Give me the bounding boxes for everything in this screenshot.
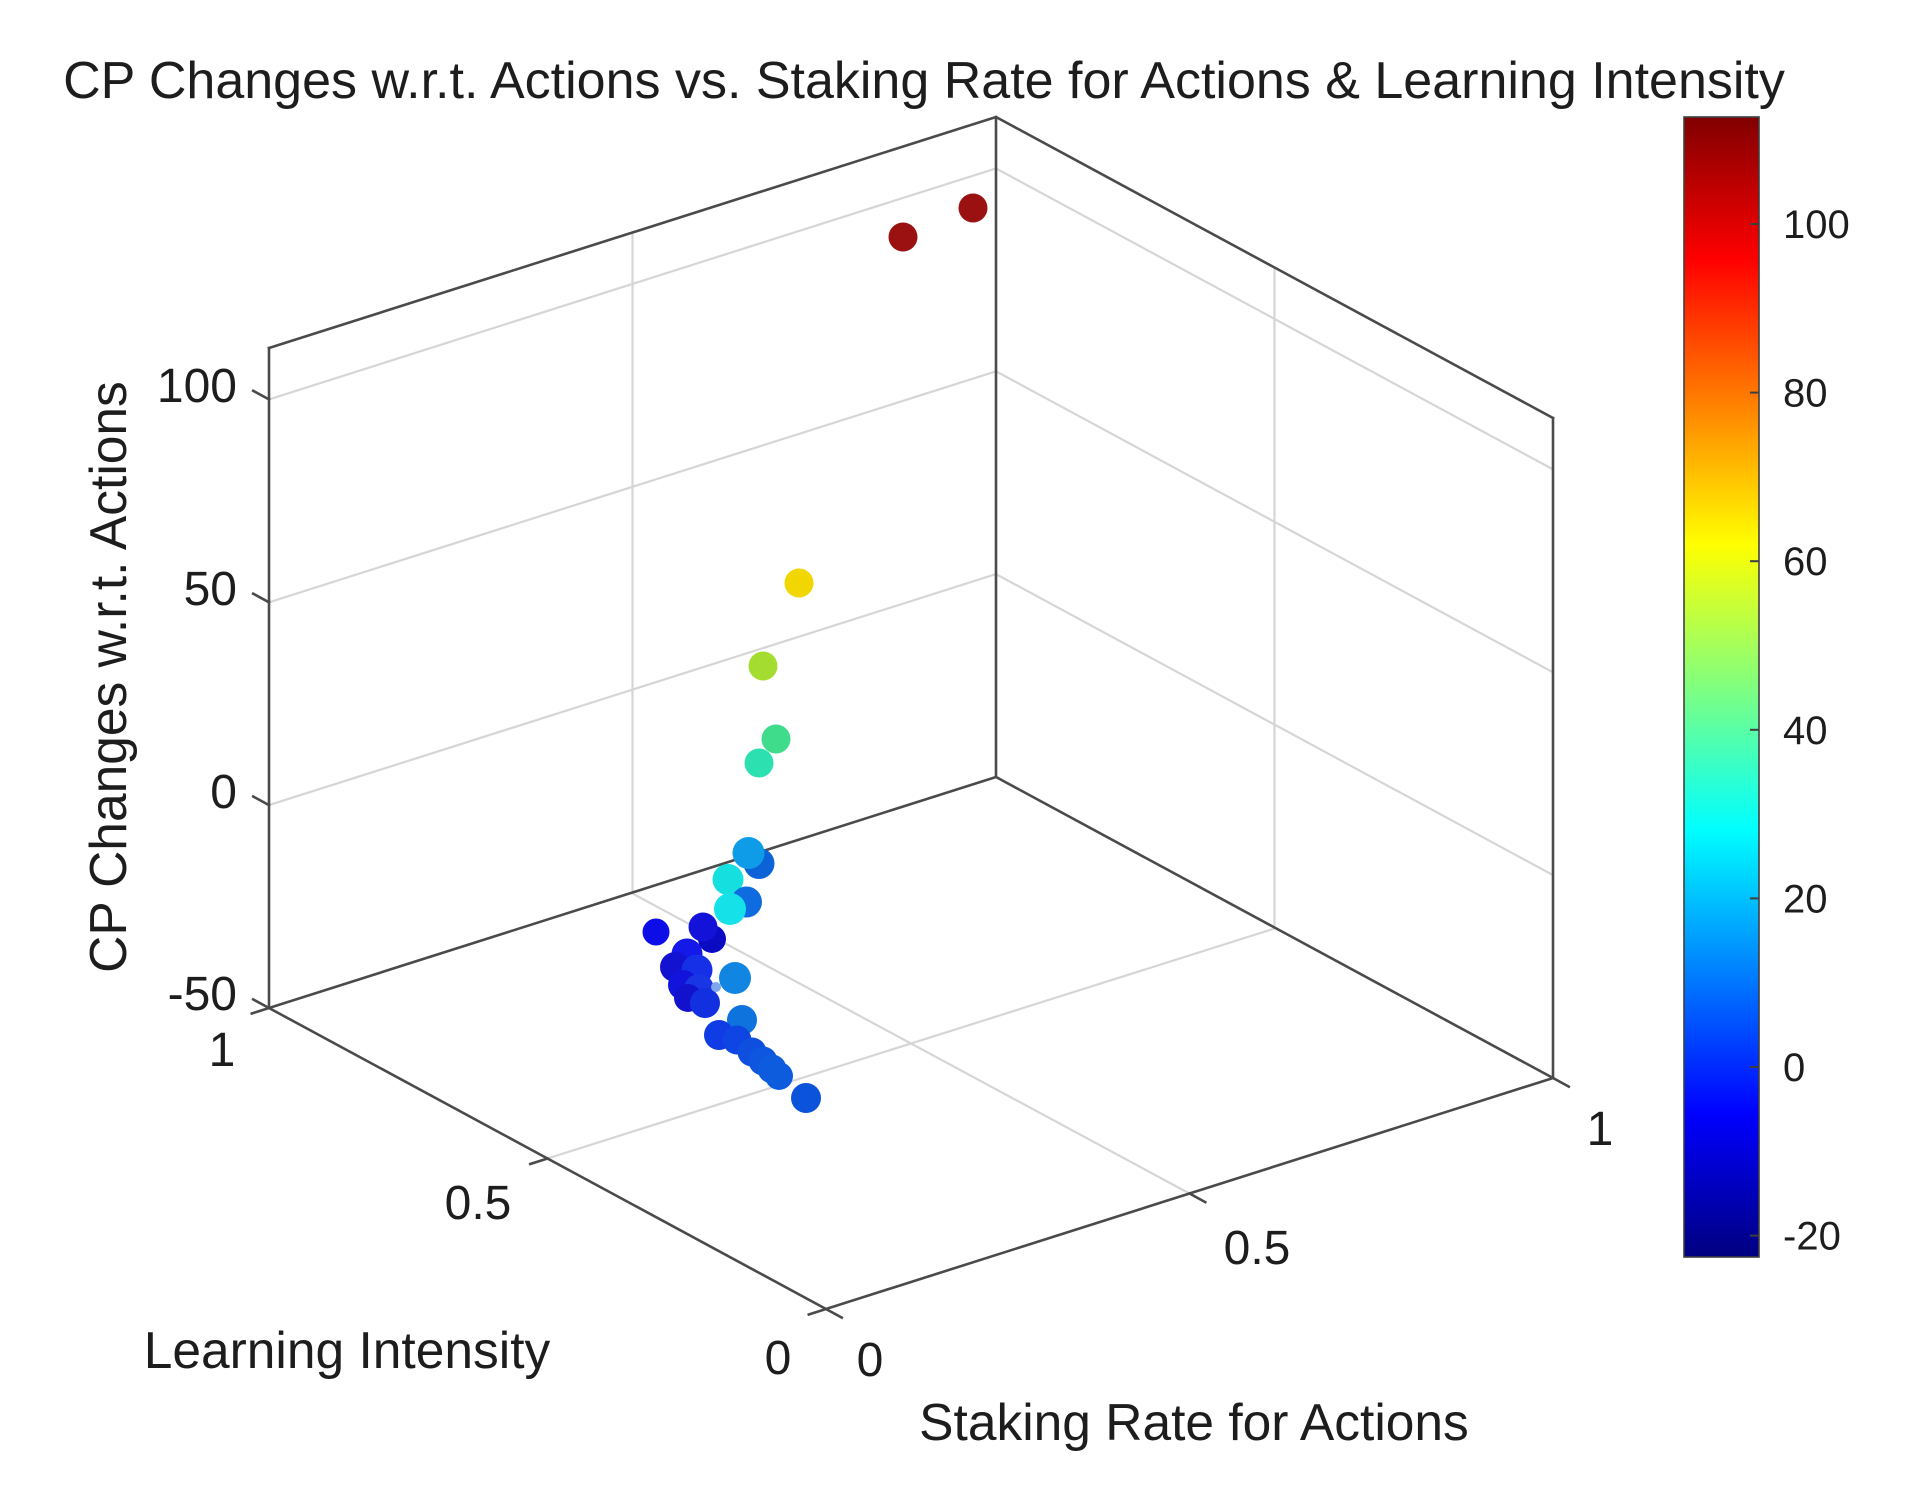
svg-text:50: 50 <box>184 563 237 616</box>
svg-text:-50: -50 <box>168 968 237 1021</box>
svg-text:0: 0 <box>210 766 237 819</box>
svg-text:CP Changes w.r.t. Actions: CP Changes w.r.t. Actions <box>79 381 137 973</box>
svg-text:0: 0 <box>765 1332 792 1385</box>
svg-text:1: 1 <box>209 1024 236 1077</box>
svg-text:1: 1 <box>1587 1103 1614 1156</box>
svg-text:Staking Rate for Actions: Staking Rate for Actions <box>919 1393 1469 1451</box>
svg-text:-20: -20 <box>1783 1215 1841 1259</box>
svg-text:0: 0 <box>857 1334 884 1387</box>
svg-text:80: 80 <box>1783 372 1828 416</box>
svg-text:60: 60 <box>1783 540 1828 584</box>
svg-text:20: 20 <box>1783 877 1828 921</box>
svg-text:0.5: 0.5 <box>1224 1222 1291 1275</box>
svg-text:Learning Intensity: Learning Intensity <box>144 1321 551 1379</box>
svg-text:CP Changes w.r.t. Actions vs.: CP Changes w.r.t. Actions vs. Staking Ra… <box>63 52 1785 110</box>
svg-text:100: 100 <box>1783 203 1850 247</box>
svg-text:100: 100 <box>157 360 237 413</box>
svg-text:0.5: 0.5 <box>445 1177 512 1230</box>
svg-text:0: 0 <box>1783 1046 1805 1090</box>
svg-text:40: 40 <box>1783 709 1828 753</box>
